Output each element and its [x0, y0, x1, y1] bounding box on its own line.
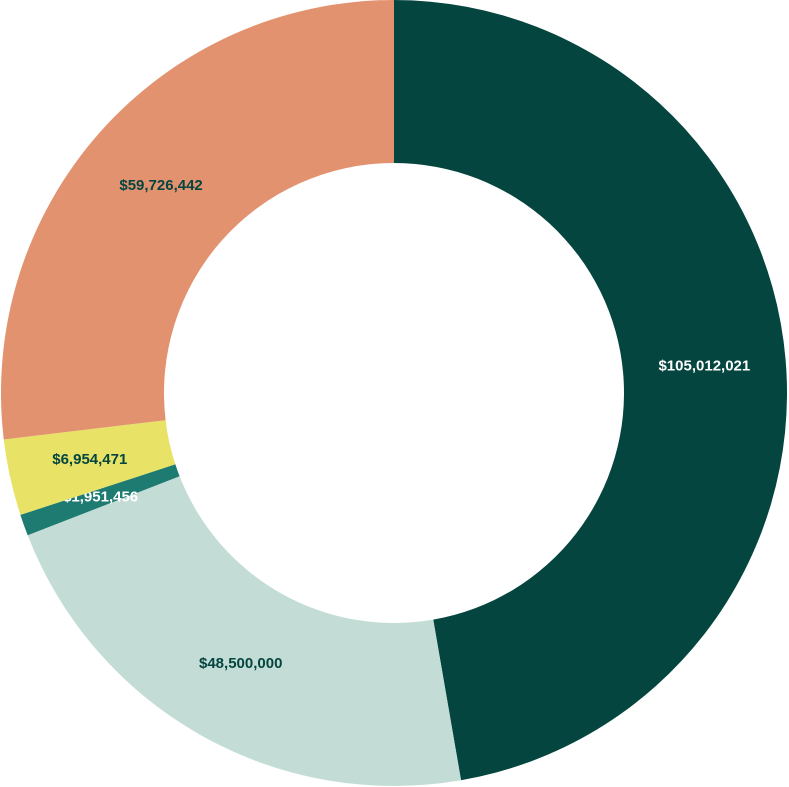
value-label: $6,954,471	[52, 451, 127, 468]
value-label: $105,012,021	[658, 357, 750, 374]
donut-segment	[20, 464, 180, 536]
donut-segment	[394, 0, 788, 781]
donut-segment	[3, 420, 176, 515]
value-label: $59,726,442	[119, 177, 202, 194]
donut-segment	[27, 476, 462, 786]
donut-segment	[0, 0, 394, 440]
value-label: $48,500,000	[199, 655, 282, 672]
